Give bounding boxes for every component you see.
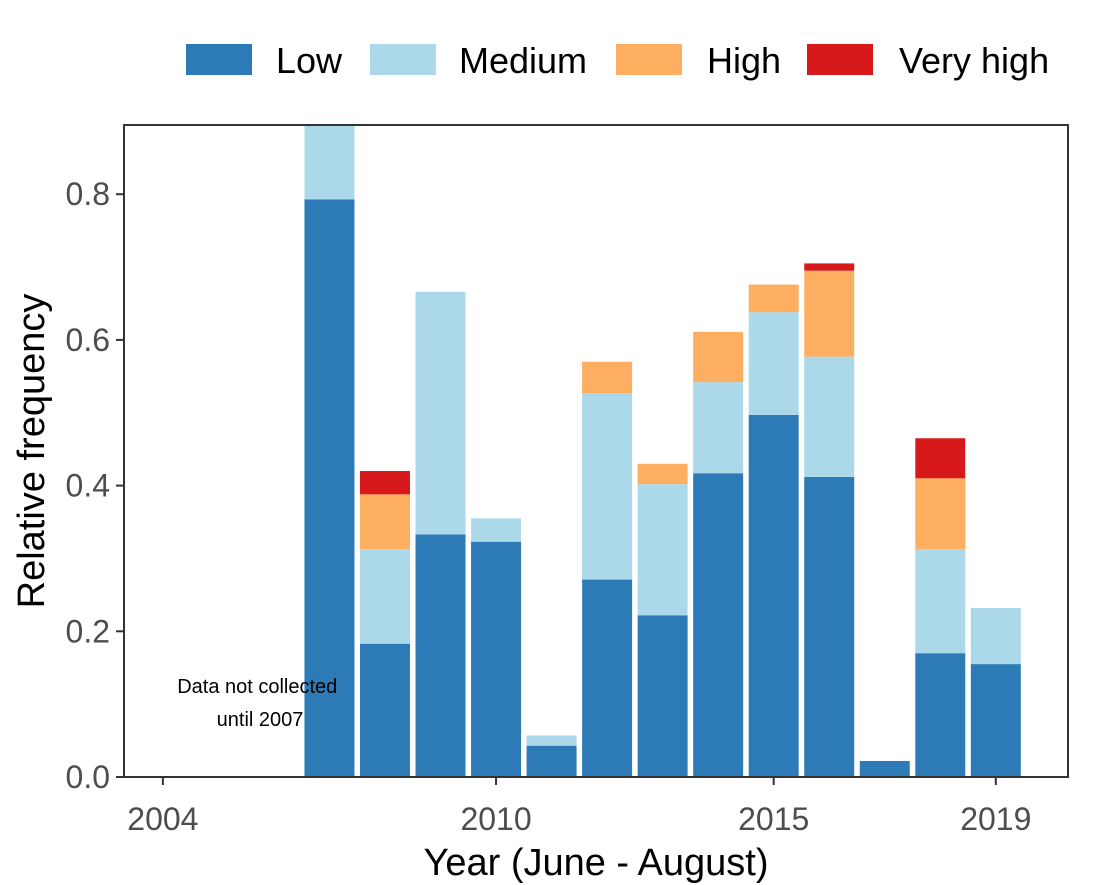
annotation-line-2: until 2007 (211, 709, 303, 731)
bar-medium-2011 (526, 735, 577, 746)
bar-medium-2010 (471, 518, 522, 542)
bar-high-2015 (748, 284, 799, 313)
legend-label-low: Low (276, 40, 343, 81)
bar-low-2008 (360, 643, 410, 777)
x-tick-label: 2019 (960, 801, 1031, 837)
x-axis: 2004 2010 2015 2019 (127, 777, 1031, 837)
bar-high-2018 (915, 478, 966, 549)
bar-high-2014 (693, 331, 744, 383)
legend-key-high (616, 44, 682, 75)
bar-medium-2007 (304, 125, 355, 200)
bar-low-2015 (748, 414, 799, 777)
bar-medium-2019 (970, 607, 1021, 665)
bar-medium-2012 (582, 393, 633, 580)
y-tick-label: 0.2 (66, 613, 110, 649)
bar-low-2014 (693, 473, 744, 777)
plot-panel-border (123, 124, 1069, 778)
bar-low-2016 (804, 476, 855, 777)
bar-medium-2013 (637, 484, 688, 616)
bar-high-2012 (582, 361, 633, 394)
bar-low-2017 (859, 760, 910, 777)
y-tick-label: 0.6 (66, 322, 110, 358)
bar-low-2011 (526, 745, 577, 777)
bar-very-high-2016 (804, 263, 855, 271)
bars (304, 125, 1021, 777)
bar-high-2008 (360, 494, 410, 549)
bar-low-2019 (970, 664, 1021, 777)
bar-high-2016 (804, 270, 855, 357)
legend: Low Medium High Very high (186, 40, 1049, 81)
legend-label-high: High (707, 40, 781, 81)
legend-label-very-high: Very high (899, 40, 1049, 81)
y-axis: 0.0 0.2 0.4 0.6 0.8 (66, 176, 124, 795)
x-tick-label: 2015 (738, 801, 809, 837)
bar-low-2018 (915, 653, 966, 777)
y-axis-title: Relative frequency (11, 294, 53, 609)
legend-label-medium: Medium (459, 40, 587, 81)
bar-medium-2009 (415, 291, 466, 535)
bar-medium-2014 (693, 382, 744, 474)
y-tick-label: 0.0 (66, 759, 110, 795)
bar-low-2007 (304, 199, 355, 777)
bar-low-2012 (582, 579, 633, 777)
bar-very-high-2018 (915, 438, 966, 479)
y-tick-label: 0.4 (66, 468, 110, 504)
bar-very-high-2008 (360, 471, 410, 495)
annotation-line-1: Data not collected (177, 676, 337, 698)
bar-low-2013 (637, 615, 688, 777)
bar-low-2009 (415, 534, 466, 777)
annotation: Data not collected until 2007 (177, 676, 337, 731)
bar-medium-2015 (748, 312, 799, 415)
x-tick-label: 2004 (127, 801, 198, 837)
bar-medium-2016 (804, 356, 855, 477)
x-tick-label: 2010 (460, 801, 531, 837)
legend-key-very-high (807, 44, 873, 75)
y-tick-label: 0.8 (66, 176, 110, 212)
bar-medium-2018 (915, 548, 966, 654)
x-axis-title: Year (June - August) (423, 842, 768, 884)
bar-high-2013 (637, 463, 688, 485)
bar-medium-2008 (360, 548, 410, 644)
legend-key-medium (370, 44, 436, 75)
legend-key-low (186, 44, 252, 75)
bar-low-2010 (471, 541, 522, 777)
